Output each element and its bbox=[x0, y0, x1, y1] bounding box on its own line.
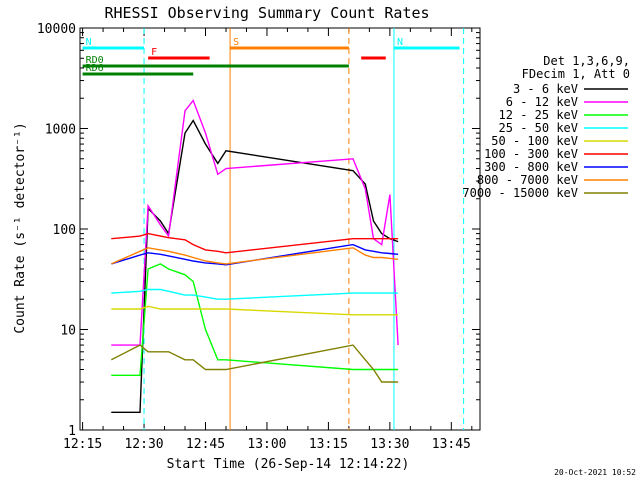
annotation-label: S bbox=[233, 37, 239, 48]
series-line bbox=[111, 243, 399, 266]
annotation-label: RD6 bbox=[86, 63, 104, 74]
legend-entry-label: 6 - 12 keV bbox=[506, 95, 578, 109]
generation-timestamp: 20-Oct-2021 10:52 bbox=[554, 468, 636, 477]
y-tick-label: 100 bbox=[53, 223, 76, 238]
series-line bbox=[111, 263, 399, 376]
y-tick-label: 10 bbox=[60, 324, 76, 339]
series-line bbox=[110, 344, 399, 383]
legend-header-line-2: FDecim 1, Att 0 bbox=[522, 67, 630, 81]
y-tick-label: 10000 bbox=[37, 22, 76, 37]
legend-entry-label: 3 - 6 keV bbox=[513, 82, 578, 96]
series-line bbox=[111, 99, 399, 346]
annotation-label: N bbox=[86, 37, 92, 48]
annotation-label: N bbox=[397, 37, 403, 48]
series-line bbox=[111, 247, 399, 265]
y-tick-label: 1000 bbox=[45, 123, 76, 138]
x-tick-label: 13:00 bbox=[247, 437, 286, 452]
legend-header-line-1: Det 1,3,6,9, bbox=[543, 54, 630, 68]
series-line bbox=[111, 288, 399, 300]
series-line bbox=[111, 232, 399, 254]
legend-entry-label: 12 - 25 keV bbox=[499, 108, 578, 122]
x-axis-label: Start Time (26-Sep-14 12:14:22) bbox=[167, 457, 410, 472]
series-line bbox=[111, 305, 399, 316]
y-axis-label: Count Rate (s⁻¹ detector⁻¹) bbox=[13, 122, 28, 333]
x-tick-label: 12:45 bbox=[186, 437, 225, 452]
x-tick-label: 13:15 bbox=[309, 437, 348, 452]
x-tick-label: 13:30 bbox=[370, 437, 409, 452]
legend-entry-label: 300 - 800 keV bbox=[484, 160, 578, 174]
annotation-label: F bbox=[151, 47, 157, 58]
y-tick-label: 1 bbox=[68, 424, 76, 439]
annotation-label: RD0 bbox=[86, 55, 104, 66]
legend: Det 1,3,6,9, FDecim 1, Att 0 3 - 6 keV6 … bbox=[462, 54, 630, 200]
x-tick-label: 12:30 bbox=[124, 437, 163, 452]
legend-entry-label: 50 - 100 keV bbox=[491, 134, 578, 148]
legend-entry-label: 7000 - 15000 keV bbox=[462, 186, 578, 200]
chart-title: RHESSI Observing Summary Count Rates bbox=[104, 4, 429, 22]
legend-entry-label: 800 - 7000 keV bbox=[477, 173, 578, 187]
legend-entry-label: 100 - 300 keV bbox=[484, 147, 578, 161]
x-tick-label: 12:15 bbox=[63, 437, 102, 452]
x-tick-label: 13:45 bbox=[432, 437, 471, 452]
plot-area: 12:15 12:30 12:45 13:00 13:15 13:30 13:45 1 10 10… bbox=[37, 22, 481, 452]
legend-entry-label: 25 - 50 keV bbox=[499, 121, 578, 135]
